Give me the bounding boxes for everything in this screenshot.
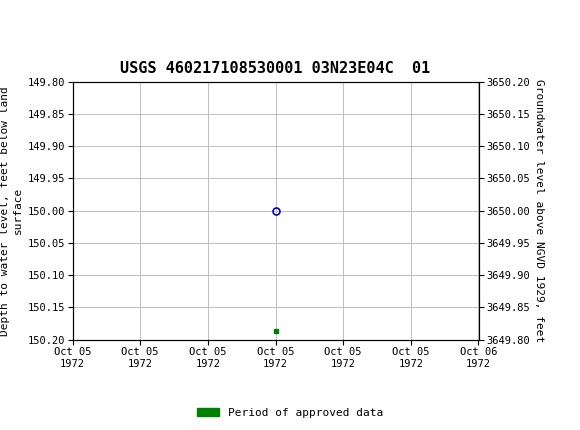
Y-axis label: Groundwater level above NGVD 1929, feet: Groundwater level above NGVD 1929, feet — [534, 79, 544, 342]
Y-axis label: Depth to water level, feet below land
surface: Depth to water level, feet below land su… — [0, 86, 23, 335]
Legend: Period of approved data: Period of approved data — [193, 403, 387, 422]
Title: USGS 460217108530001 03N23E04C  01: USGS 460217108530001 03N23E04C 01 — [121, 61, 430, 77]
Text: USGS: USGS — [32, 9, 87, 27]
Text: ≋: ≋ — [3, 6, 24, 30]
